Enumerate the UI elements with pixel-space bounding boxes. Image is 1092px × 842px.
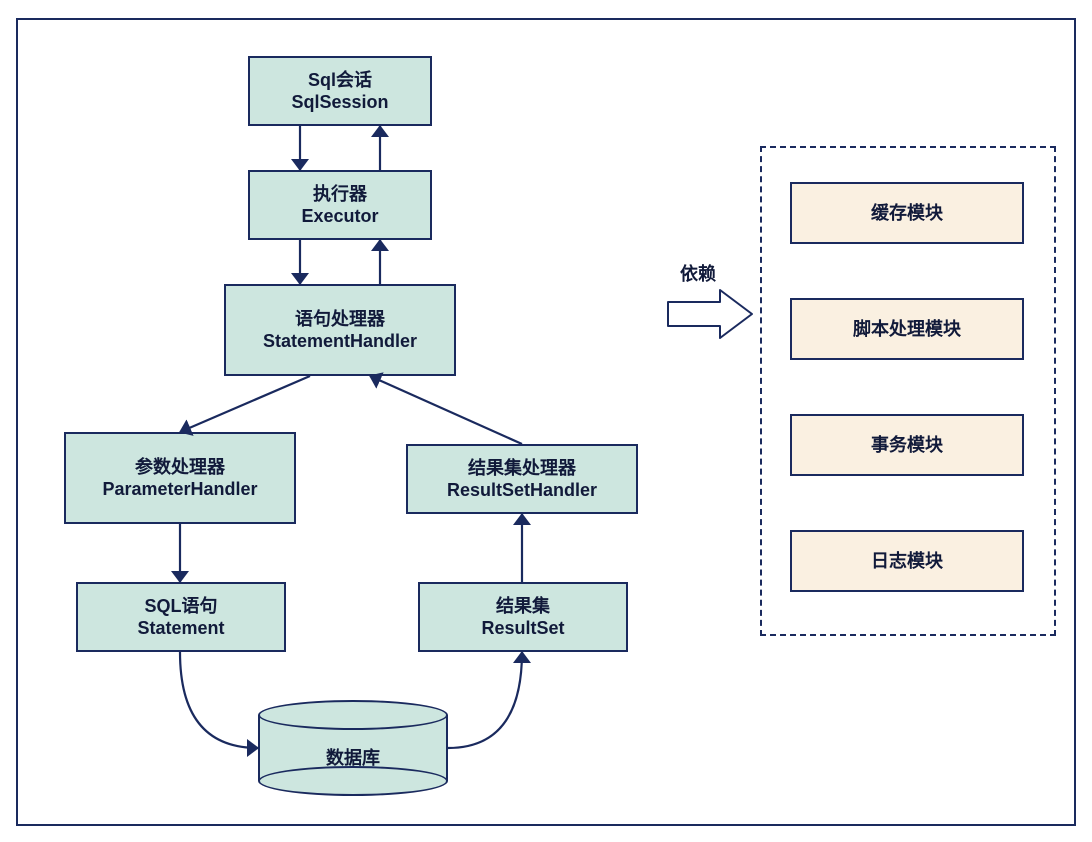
node-cache-module: 缓存模块 <box>790 182 1024 244</box>
node-transaction-module: 事务模块 <box>790 414 1024 476</box>
node-log-module: 日志模块 <box>790 530 1024 592</box>
node-line1: 结果集 <box>496 595 550 618</box>
node-line1: 执行器 <box>313 183 367 206</box>
node-line1: 参数处理器 <box>135 456 225 479</box>
node-statement: SQL语句 Statement <box>76 582 286 652</box>
node-database: 数据库 <box>258 700 448 796</box>
node-line1: 事务模块 <box>871 434 943 457</box>
node-line1: Sql会话 <box>308 69 372 92</box>
node-result-set: 结果集 ResultSet <box>418 582 628 652</box>
node-result-set-handler: 结果集处理器 ResultSetHandler <box>406 444 638 514</box>
node-executor: 执行器 Executor <box>248 170 432 240</box>
node-line2: SqlSession <box>291 91 388 114</box>
node-line2: Executor <box>301 205 378 228</box>
node-line1: 结果集处理器 <box>468 457 576 480</box>
node-sql-session: Sql会话 SqlSession <box>248 56 432 126</box>
node-script-module: 脚本处理模块 <box>790 298 1024 360</box>
node-line2: Statement <box>137 617 224 640</box>
node-line1: 脚本处理模块 <box>853 318 961 341</box>
cylinder-top <box>258 700 448 730</box>
node-line2: StatementHandler <box>263 330 417 353</box>
node-statement-handler: 语句处理器 StatementHandler <box>224 284 456 376</box>
node-line1: 日志模块 <box>871 550 943 573</box>
node-line1: 缓存模块 <box>871 202 943 225</box>
node-line1: 语句处理器 <box>295 308 385 331</box>
node-parameter-handler: 参数处理器 ParameterHandler <box>64 432 296 524</box>
dependency-arrow-label: 依赖 <box>680 260 716 286</box>
node-label: 数据库 <box>258 744 448 770</box>
node-line2: ResultSetHandler <box>447 479 597 502</box>
cylinder-bottom <box>258 766 448 796</box>
node-line2: ResultSet <box>481 617 564 640</box>
node-line1: SQL语句 <box>144 595 217 618</box>
node-line2: ParameterHandler <box>102 478 257 501</box>
diagram-canvas: Sql会话 SqlSession 执行器 Executor 语句处理器 Stat… <box>0 0 1092 842</box>
